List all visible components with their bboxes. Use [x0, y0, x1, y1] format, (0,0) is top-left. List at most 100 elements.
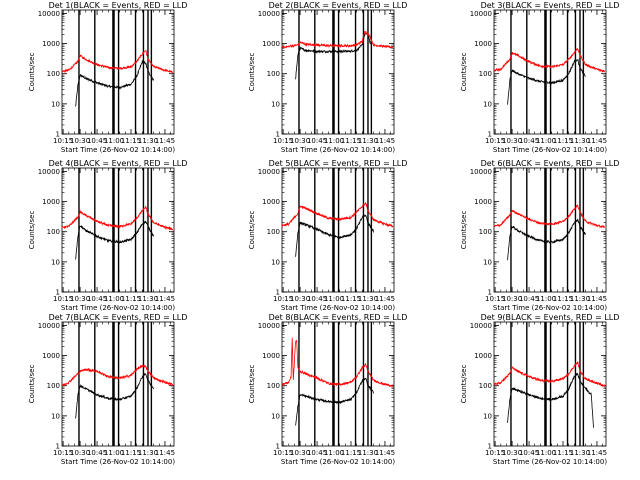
x-axis-label: Start Time (26-Nov-02 10:14:00) — [493, 458, 607, 466]
x-tick-label: 10:15 — [485, 295, 505, 303]
x-tick-label: 11:15 — [553, 449, 573, 457]
y-tick-label: 10 — [51, 412, 60, 420]
panel-title: Det 4(BLACK = Events, RED = LLD — [49, 159, 188, 168]
x-tick-label: 10:45 — [87, 137, 107, 145]
x-axis-label: Start Time (26-Nov-02 10:14:00) — [493, 146, 607, 154]
x-tick-label: 10:30 — [290, 449, 310, 457]
detector-panel-4: Det 4(BLACK = Events, RED = LLD 1 10 100 100… — [28, 159, 187, 312]
x-tick-label: 11:15 — [121, 137, 141, 145]
x-tick-label: 10:15 — [273, 449, 293, 457]
y-tick-label: 1000 — [474, 352, 492, 360]
events-series-line — [75, 372, 154, 419]
x-tick-label: 11:00 — [104, 449, 124, 457]
lld-series-line — [281, 337, 394, 388]
x-tick-label: 10:15 — [273, 295, 293, 303]
x-tick-label: 11:30 — [358, 137, 378, 145]
x-tick-label: 10:45 — [519, 449, 539, 457]
x-tick-label: 10:45 — [307, 449, 327, 457]
y-tick-label: 100 — [267, 382, 280, 390]
y-axis-label: Counts/sec — [460, 365, 468, 404]
panel-title: Det 1(BLACK = Events, RED = LLD — [49, 1, 188, 10]
x-tick-label: 11:30 — [358, 449, 378, 457]
y-tick-label: 1 — [488, 289, 492, 297]
y-axis-label: Counts/sec — [248, 211, 256, 250]
y-axis-label: Counts/sec — [248, 53, 256, 92]
x-tick-label: 11:15 — [341, 449, 361, 457]
x-tick-label: 10:15 — [53, 137, 73, 145]
y-tick-label: 10 — [271, 100, 280, 108]
x-tick-label: 11:15 — [121, 449, 141, 457]
y-tick-label: 10 — [51, 100, 60, 108]
x-tick-label: 10:45 — [307, 295, 327, 303]
y-axis-label: Counts/sec — [248, 365, 256, 404]
y-tick-label: 100 — [267, 228, 280, 236]
x-tick-label: 10:30 — [70, 137, 90, 145]
x-tick-label: 11:00 — [104, 137, 124, 145]
x-tick-label: 11:45 — [587, 449, 607, 457]
y-tick-label: 1000 — [42, 352, 60, 360]
y-tick-label: 10000 — [258, 10, 280, 18]
lld-series-line — [281, 202, 394, 228]
x-tick-label: 11:45 — [375, 295, 395, 303]
events-series-line — [75, 59, 154, 107]
lld-series-line — [61, 364, 174, 387]
panel-title: Det 3(BLACK = Events, RED = LLD — [481, 1, 620, 10]
y-tick-label: 1 — [488, 131, 492, 139]
panel-title: Det 6(BLACK = Events, RED = LLD — [481, 159, 620, 168]
events-series-line — [295, 30, 371, 80]
y-tick-label: 1 — [56, 289, 60, 297]
panel-title: Det 8(BLACK = Events, RED = LLD — [269, 313, 408, 322]
x-tick-label: 10:45 — [87, 449, 107, 457]
detector-panel-5: Det 5(BLACK = Events, RED = LLD 1 10 100 100… — [248, 159, 407, 312]
x-tick-label: 10:45 — [519, 295, 539, 303]
x-tick-label: 11:45 — [155, 449, 175, 457]
x-tick-label: 10:15 — [485, 137, 505, 145]
x-tick-label: 11:45 — [375, 137, 395, 145]
panel-title: Det 9(BLACK = Events, RED = LLD — [481, 313, 620, 322]
y-axis-label: Counts/sec — [28, 211, 36, 250]
y-tick-label: 1 — [276, 443, 280, 451]
x-tick-label: 10:30 — [502, 449, 522, 457]
detector-panel-1: Det 1(BLACK = Events, RED = LLD 1 10 100 100… — [28, 1, 187, 154]
x-axis-label: Start Time (26-Nov-02 10:14:00) — [61, 146, 175, 154]
panel-title: Det 2(BLACK = Events, RED = LLD — [269, 1, 408, 10]
x-tick-label: 10:30 — [70, 295, 90, 303]
x-tick-label: 11:00 — [536, 449, 556, 457]
events-series-line — [75, 220, 154, 260]
y-tick-label: 100 — [267, 70, 280, 78]
x-tick-label: 11:00 — [536, 295, 556, 303]
x-tick-label: 11:30 — [138, 449, 158, 457]
y-tick-label: 10000 — [470, 322, 492, 330]
x-tick-label: 10:15 — [273, 137, 293, 145]
detector-panel-7: Det 7(BLACK = Events, RED = LLD 1 10 100 100… — [28, 313, 187, 466]
y-tick-label: 100 — [479, 382, 492, 390]
lld-series-line — [61, 205, 174, 231]
x-tick-label: 11:00 — [536, 137, 556, 145]
x-tick-label: 11:00 — [324, 449, 344, 457]
x-tick-label: 11:00 — [324, 295, 344, 303]
x-tick-label: 10:30 — [290, 295, 310, 303]
y-axis-label: Counts/sec — [460, 211, 468, 250]
x-tick-label: 11:45 — [375, 449, 395, 457]
x-tick-label: 11:30 — [138, 295, 158, 303]
detector-panel-8: Det 8(BLACK = Events, RED = LLD 1 10 100 100… — [248, 313, 407, 466]
y-tick-label: 100 — [47, 382, 60, 390]
x-tick-label: 11:15 — [553, 137, 573, 145]
y-tick-label: 10 — [483, 258, 492, 266]
y-tick-label: 10000 — [38, 10, 60, 18]
x-tick-label: 11:30 — [138, 137, 158, 145]
x-tick-label: 10:30 — [290, 137, 310, 145]
y-tick-label: 1 — [56, 131, 60, 139]
x-tick-label: 11:30 — [570, 295, 590, 303]
y-tick-label: 10000 — [470, 168, 492, 176]
y-tick-label: 10000 — [470, 10, 492, 18]
y-tick-label: 1000 — [474, 40, 492, 48]
detector-panel-9: Det 9(BLACK = Events, RED = LLD 1 10 100 100… — [460, 313, 619, 466]
x-tick-label: 10:15 — [53, 295, 73, 303]
x-tick-label: 11:15 — [341, 137, 361, 145]
y-tick-label: 1000 — [42, 198, 60, 206]
x-tick-label: 10:15 — [485, 449, 505, 457]
x-axis-label: Start Time (26-Nov-02 10:14:00) — [281, 146, 395, 154]
y-tick-label: 10000 — [258, 168, 280, 176]
